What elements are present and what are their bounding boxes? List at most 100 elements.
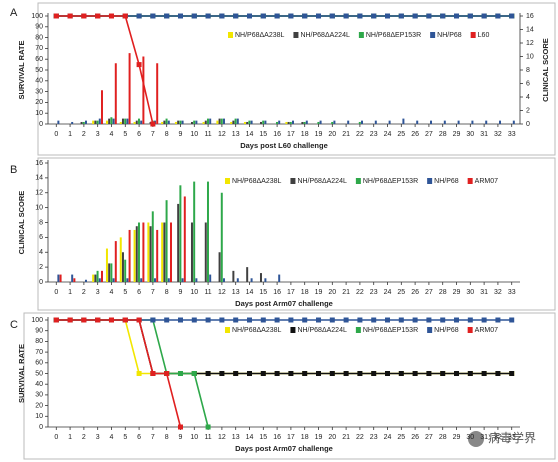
x-tick-label: 0 <box>54 289 58 296</box>
marker <box>246 371 252 376</box>
legend-label: NH/P68ΔA224L <box>297 178 347 185</box>
marker <box>412 371 418 376</box>
marker <box>177 371 183 376</box>
x-tick-label: 18 <box>301 131 309 138</box>
bar <box>110 263 113 282</box>
x-tick-label: 4 <box>110 289 114 296</box>
bar <box>181 278 184 282</box>
bar <box>181 120 184 124</box>
bar <box>170 222 172 282</box>
marker <box>205 371 211 376</box>
marker <box>122 317 128 323</box>
x-tick-label: 16 <box>273 131 281 138</box>
y-tick-label: 50 <box>35 67 43 74</box>
bar <box>133 121 136 124</box>
x-tick-label: 11 <box>204 289 211 296</box>
legend-swatch <box>355 178 361 184</box>
marker <box>136 317 142 323</box>
bar <box>108 263 111 282</box>
marker <box>454 13 460 19</box>
panel-frame <box>23 312 556 460</box>
x-tick-label: 12 <box>218 131 226 138</box>
bar <box>59 274 62 282</box>
x-tick-label: 16 <box>273 289 281 296</box>
x-tick-label: 20 <box>328 434 336 441</box>
bar <box>232 270 235 282</box>
bar <box>80 121 83 124</box>
y-tick-label: 90 <box>35 328 43 335</box>
bar <box>264 120 267 124</box>
legend-swatch <box>290 327 296 333</box>
x-tick-label: 24 <box>384 289 392 296</box>
bar <box>153 278 156 282</box>
x-tick-label: 10 <box>190 131 198 138</box>
y-tick-label: 100 <box>31 13 43 20</box>
x-tick-label: 14 <box>246 434 254 441</box>
bar <box>121 252 124 282</box>
legend-label: NH/P68ΔA224L <box>300 32 350 39</box>
x-tick-label: 6 <box>137 289 141 296</box>
x-tick-label: 18 <box>301 434 309 441</box>
bar <box>246 267 249 282</box>
x-tick-label: 29 <box>453 434 461 441</box>
survival-line <box>56 319 209 428</box>
marker <box>191 371 197 376</box>
y-tick-label: 30 <box>35 88 43 95</box>
watermark: 病毒学界 <box>488 430 536 445</box>
bar <box>232 120 235 124</box>
x-tick-label: 13 <box>232 434 240 441</box>
marker <box>108 317 114 323</box>
marker <box>509 317 515 323</box>
bar <box>289 121 292 124</box>
bar <box>230 121 233 124</box>
bar <box>195 278 198 282</box>
bar <box>94 274 97 282</box>
x-tick-label: 13 <box>232 131 240 138</box>
x-tick-label: 21 <box>342 434 350 441</box>
marker <box>398 317 404 323</box>
watermark-icon <box>468 431 484 447</box>
x-tick-label: 19 <box>315 289 323 296</box>
marker <box>357 13 363 19</box>
y-tick-label: 70 <box>35 349 43 356</box>
x-tick-label: 23 <box>370 131 378 138</box>
x-tick-label: 2 <box>82 289 86 296</box>
marker <box>177 424 183 430</box>
bar <box>430 120 433 124</box>
marker <box>371 371 377 376</box>
bar <box>499 120 502 124</box>
bar <box>259 121 262 124</box>
bar <box>119 237 122 282</box>
legend-label: NH/P68ΔA238L <box>232 327 282 334</box>
x-tick-label: 25 <box>397 289 405 296</box>
marker <box>67 13 73 19</box>
bar <box>457 120 460 124</box>
bar <box>179 120 182 124</box>
x-tick-label: 17 <box>287 289 295 296</box>
marker <box>467 13 473 19</box>
bar <box>262 120 265 124</box>
bar <box>151 211 154 282</box>
legend-swatch <box>225 178 230 184</box>
bar <box>135 120 138 124</box>
marker <box>274 317 280 323</box>
bar <box>161 222 164 282</box>
x-tick-label: 32 <box>494 434 502 441</box>
bar <box>161 121 164 124</box>
marker <box>260 13 266 19</box>
x-tick-label: 4 <box>110 434 114 441</box>
marker <box>219 371 225 376</box>
marker <box>426 317 432 323</box>
bar <box>112 278 115 282</box>
marker <box>150 13 156 19</box>
y2-tick-label: 12 <box>526 40 534 47</box>
x-tick-label: 26 <box>411 131 419 138</box>
bar <box>114 63 117 124</box>
bar <box>100 90 103 124</box>
x-tick-label: 9 <box>179 289 183 296</box>
marker <box>495 317 501 323</box>
bar <box>105 120 108 124</box>
y-tick-label: 10 <box>35 204 43 211</box>
x-tick-label: 7 <box>151 434 155 441</box>
y2-tick-label: 14 <box>526 26 534 33</box>
